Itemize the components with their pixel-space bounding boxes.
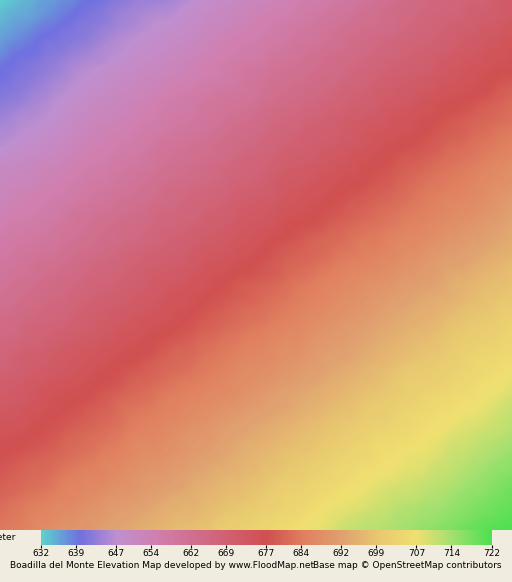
Text: Base map © OpenStreetMap contributors: Base map © OpenStreetMap contributors	[313, 560, 502, 570]
Text: Boadilla del Monte Elevation Map developed by www.FloodMap.net: Boadilla del Monte Elevation Map develop…	[10, 560, 314, 570]
Text: meter: meter	[0, 533, 16, 542]
